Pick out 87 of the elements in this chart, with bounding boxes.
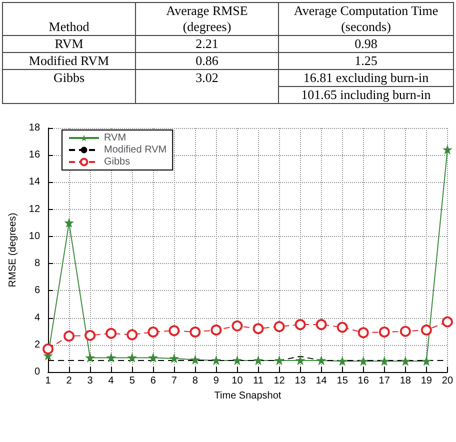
point <box>149 354 158 362</box>
x-tick-label: 9 <box>213 376 220 386</box>
point <box>212 356 220 364</box>
point <box>401 357 410 366</box>
text: 16.81 excluding burn-in <box>303 70 429 85</box>
point <box>422 357 430 366</box>
x-tick-label: 12 <box>274 376 286 386</box>
point <box>336 322 348 333</box>
text: 0.86 <box>196 53 218 68</box>
point <box>442 316 453 328</box>
y-tick-label: 12 <box>28 204 40 215</box>
x-tick-label: 3 <box>87 376 94 386</box>
text: Modified RVM <box>28 53 110 68</box>
y-tick-label: 6 <box>34 285 40 296</box>
point <box>338 357 346 366</box>
point <box>148 326 159 338</box>
point <box>86 354 94 362</box>
point <box>380 357 388 366</box>
point <box>252 323 264 334</box>
x-tick-label: 17 <box>378 376 390 386</box>
point <box>42 343 54 354</box>
point <box>420 324 432 336</box>
point <box>65 218 74 227</box>
x-axis-title: Time Snapshot <box>214 390 282 402</box>
y-tick-label: 4 <box>34 312 40 324</box>
text: 1.25 <box>354 53 378 68</box>
point <box>64 330 75 342</box>
x-tick-label: 6 <box>150 376 156 386</box>
x-tick-label: 8 <box>192 376 198 386</box>
y-tick-label: 16 <box>28 150 40 161</box>
point <box>126 329 138 340</box>
y-tick-label: 8 <box>34 258 40 270</box>
point <box>233 356 242 364</box>
point <box>316 319 327 330</box>
point <box>170 354 178 362</box>
x-tick-label: 1 <box>45 376 52 386</box>
x-tick-label: 13 <box>294 376 306 386</box>
point <box>275 356 284 364</box>
x-tick-label: 10 <box>232 376 244 386</box>
x-tick-label: 7 <box>171 376 178 386</box>
legend-label: Gibbs <box>104 156 130 168</box>
point <box>358 327 369 338</box>
text: Gibbs <box>53 70 85 85</box>
point <box>359 357 368 366</box>
legend-label: RVM <box>104 132 126 144</box>
x-tick-label: 15 <box>336 376 348 386</box>
category-label: Average RMSE (degrees) <box>136 2 278 36</box>
x-tick-label: 20 <box>442 376 454 386</box>
x-tick-label: 18 <box>400 376 412 386</box>
x-tick-label: 14 <box>316 376 328 386</box>
point <box>210 324 222 336</box>
y-tick-label: 10 <box>28 230 40 242</box>
point <box>128 354 136 362</box>
x-tick-label: 16 <box>358 376 370 386</box>
point <box>191 356 200 364</box>
point <box>317 356 326 364</box>
y-tick-label: 0 <box>34 366 40 378</box>
y-tick-label: 2 <box>34 339 40 350</box>
point <box>296 356 304 364</box>
point <box>106 328 117 339</box>
text: 101.65 including burn-in <box>301 87 431 102</box>
legend-label: Modified RVM <box>104 144 167 156</box>
y-tick-label: 18 <box>28 122 40 134</box>
y-axis-title: RMSE (degrees) <box>8 212 18 288</box>
point <box>107 354 116 362</box>
y-tick-label: 14 <box>28 176 40 188</box>
text: 0.98 <box>354 36 378 51</box>
x-tick-label: 19 <box>420 376 432 386</box>
text: 2.21 <box>196 36 218 51</box>
x-tick-label: 5 <box>129 376 136 386</box>
x-tick-label: 11 <box>253 376 264 386</box>
point <box>168 325 180 336</box>
category-label: Average Computation Time (seconds) <box>278 2 454 36</box>
point <box>294 319 306 330</box>
category-label: Method <box>2 2 136 36</box>
point <box>400 326 411 337</box>
x-tick-label: 2 <box>66 376 72 386</box>
point <box>254 356 262 364</box>
point <box>443 146 452 154</box>
x-tick-label: 4 <box>108 376 114 386</box>
point <box>232 320 243 332</box>
text: RVM <box>54 36 84 51</box>
point <box>274 321 285 332</box>
point <box>190 326 201 338</box>
point <box>378 326 390 338</box>
text: 3.02 <box>196 70 218 85</box>
point <box>84 330 96 341</box>
